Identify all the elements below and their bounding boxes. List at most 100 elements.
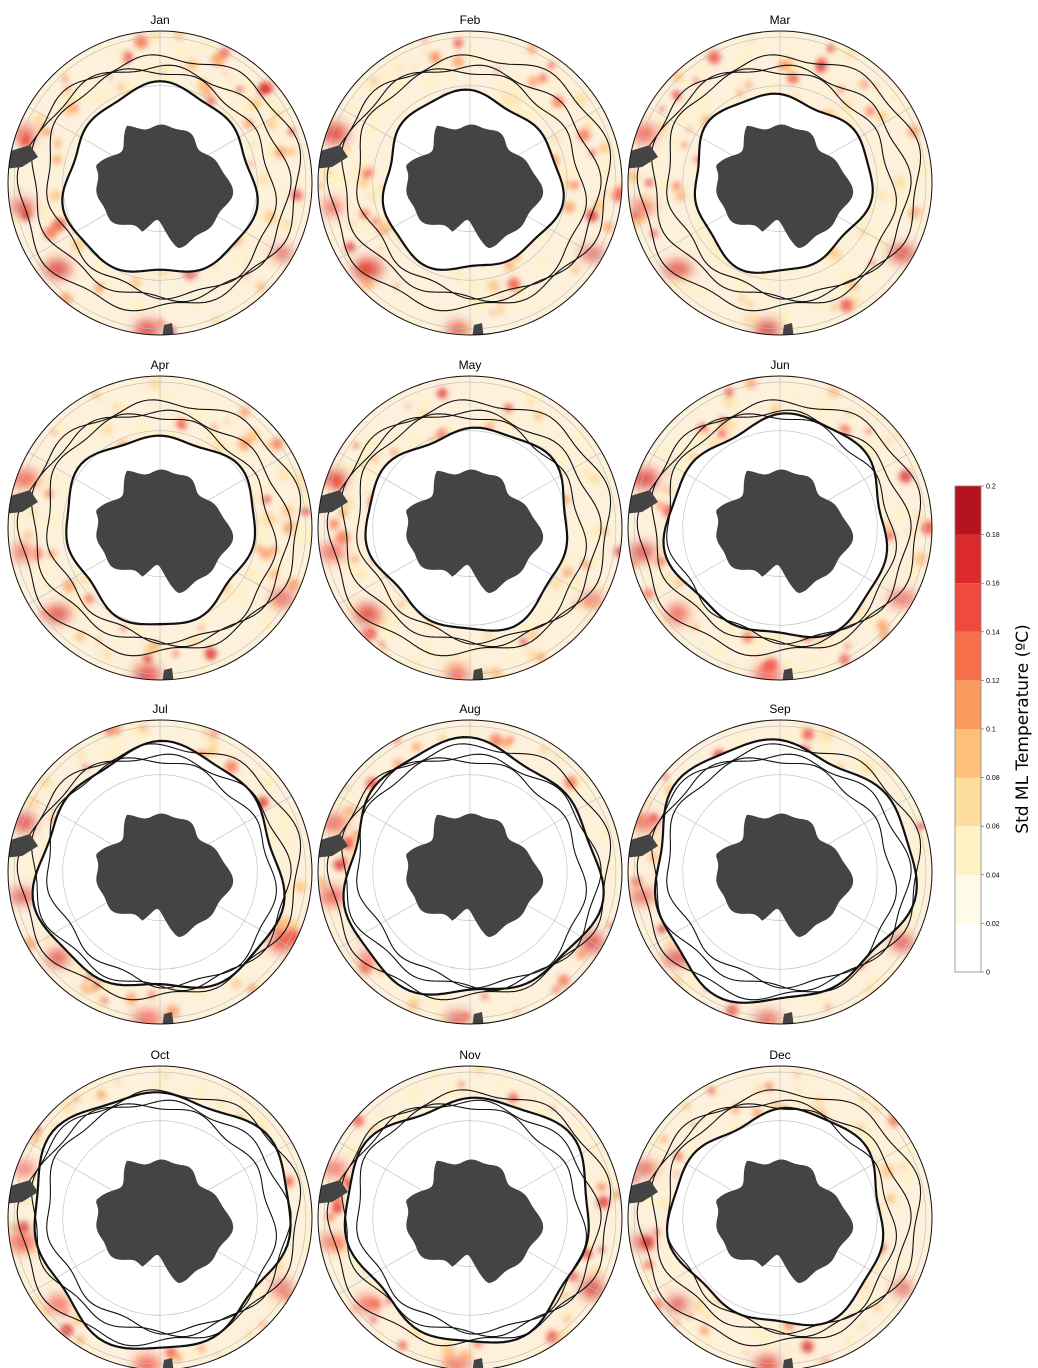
map-boundary	[627, 719, 933, 1025]
antarctica-landmass	[716, 469, 854, 593]
panel-title: Jul	[152, 702, 167, 716]
frontal-contours	[636, 54, 922, 312]
colorbar-bin	[955, 923, 981, 972]
colorbar-tick-label: 0.1	[986, 727, 996, 734]
map-boundary	[7, 30, 313, 336]
frontal-contours	[16, 54, 302, 312]
map-panel-nov: Nov	[317, 1048, 623, 1368]
map-panels: Jan Feb Mar Apr May Jun Jul Aug Sep Oct Nov Dec	[7, 13, 933, 1368]
colorbar-bin	[955, 874, 981, 924]
colorbar-tick-label: 0.16	[986, 581, 1000, 588]
sea-ice-edge-contour	[65, 434, 257, 626]
antarctica-landmass	[406, 813, 544, 937]
colorbar-bin	[955, 826, 981, 875]
sea-ice-edge-contour	[31, 739, 286, 989]
map-boundary	[7, 719, 313, 1025]
south-america-landmass	[8, 1180, 38, 1204]
frontal-contours	[16, 399, 302, 657]
high-variability-zone	[9, 813, 297, 1024]
antarctica-landmass	[406, 1159, 544, 1283]
frontal-contours	[326, 399, 612, 657]
map-boundary	[7, 375, 313, 681]
colorbar-tick-label: 0.02	[986, 921, 1000, 928]
antarctica-landmass	[96, 813, 234, 937]
map-panel-jun: Jun	[627, 358, 933, 681]
tasmania-landmass	[162, 668, 174, 680]
antarctica-landmass	[716, 124, 854, 248]
tasmania-landmass	[472, 1012, 484, 1024]
map-boundary	[317, 30, 623, 336]
colorbar: 0 0.02 0.04 0.06 0.08 0.1 0.12 0.14 0.16 0.18 0.2 S…	[954, 484, 1033, 977]
antarctica-landmass	[96, 1159, 234, 1283]
panel-title: Dec	[769, 1048, 790, 1062]
map-panel-feb: Feb	[317, 13, 623, 336]
graticule	[633, 1066, 927, 1368]
south-america-landmass	[8, 145, 38, 169]
colorbar-tick-label: 0	[986, 970, 990, 977]
frontal-contours	[636, 743, 922, 1001]
colorbar-bin	[955, 680, 981, 729]
antarctica-landmass	[406, 124, 544, 248]
sea-ice-edge-contour	[61, 80, 259, 273]
colorbar-tick-label: 0.06	[986, 824, 1000, 831]
tasmania-landmass	[162, 323, 174, 335]
tasmania-landmass	[162, 1012, 174, 1024]
colorbar-bin	[955, 583, 981, 632]
map-panel-aug: Aug	[317, 702, 623, 1025]
map-boundary	[627, 1065, 933, 1368]
tasmania-landmass	[782, 668, 794, 680]
antarctica-landmass	[96, 124, 234, 248]
tasmania-landmass	[782, 323, 794, 335]
map-panel-apr: Apr	[7, 358, 313, 681]
sea-ice-edge-contour	[693, 92, 874, 274]
map-boundary	[317, 1065, 623, 1368]
colorbar-tick-label: 0.12	[986, 678, 1000, 685]
south-america-landmass	[8, 490, 38, 514]
panel-title: Jun	[770, 358, 789, 372]
south-america-landmass	[628, 1180, 658, 1204]
sea-ice-edge-contour	[33, 1091, 292, 1350]
south-america-landmass	[318, 145, 348, 169]
tasmania-landmass	[782, 1358, 794, 1368]
antarctica-landmass	[96, 469, 234, 593]
colorbar-tick-label: 0.18	[986, 532, 1000, 539]
sea-ice-edge-contour	[343, 1096, 590, 1344]
sea-ice-edge-contour	[662, 412, 889, 639]
panel-title: Nov	[459, 1048, 480, 1062]
panel-title: Sep	[769, 702, 791, 716]
tasmania-landmass	[162, 1358, 174, 1368]
map-panel-mar: Mar	[627, 13, 933, 336]
south-america-landmass	[318, 834, 348, 858]
panel-title: Aug	[459, 702, 480, 716]
frontal-contours	[326, 54, 612, 312]
colorbar-label: Std ML Temperature (ºC)	[1013, 624, 1033, 833]
colorbar-bin	[955, 534, 981, 584]
tasmania-landmass	[782, 1012, 794, 1024]
colorbar-bin	[955, 729, 981, 778]
map-panel-dec: Dec	[627, 1048, 933, 1368]
tasmania-landmass	[472, 1358, 484, 1368]
colorbar-tick-label: 0.2	[986, 484, 996, 491]
map-boundary	[627, 30, 933, 336]
panel-title: Oct	[151, 1048, 170, 1062]
colorbar-bin	[955, 777, 981, 827]
map-panel-oct: Oct	[7, 1048, 313, 1368]
colorbar-tick-label: 0.04	[986, 872, 1000, 879]
map-panel-sep: Sep	[627, 702, 933, 1025]
panel-title: Jan	[150, 13, 169, 27]
tasmania-landmass	[472, 668, 484, 680]
south-america-landmass	[8, 834, 38, 858]
sea-ice-edge-contour	[364, 426, 569, 632]
colorbar-bin	[955, 631, 981, 681]
map-boundary	[317, 375, 623, 681]
map-panel-jan: Jan	[7, 13, 313, 336]
colorbar-tick-label: 0.08	[986, 775, 1000, 782]
map-panel-may: May	[317, 358, 623, 681]
frontal-contours	[326, 743, 612, 1001]
south-america-landmass	[318, 1180, 348, 1204]
panel-title: Apr	[151, 358, 170, 372]
map-boundary	[317, 719, 623, 1025]
antarctica-landmass	[716, 813, 854, 937]
map-panel-jul: Jul	[7, 702, 313, 1025]
